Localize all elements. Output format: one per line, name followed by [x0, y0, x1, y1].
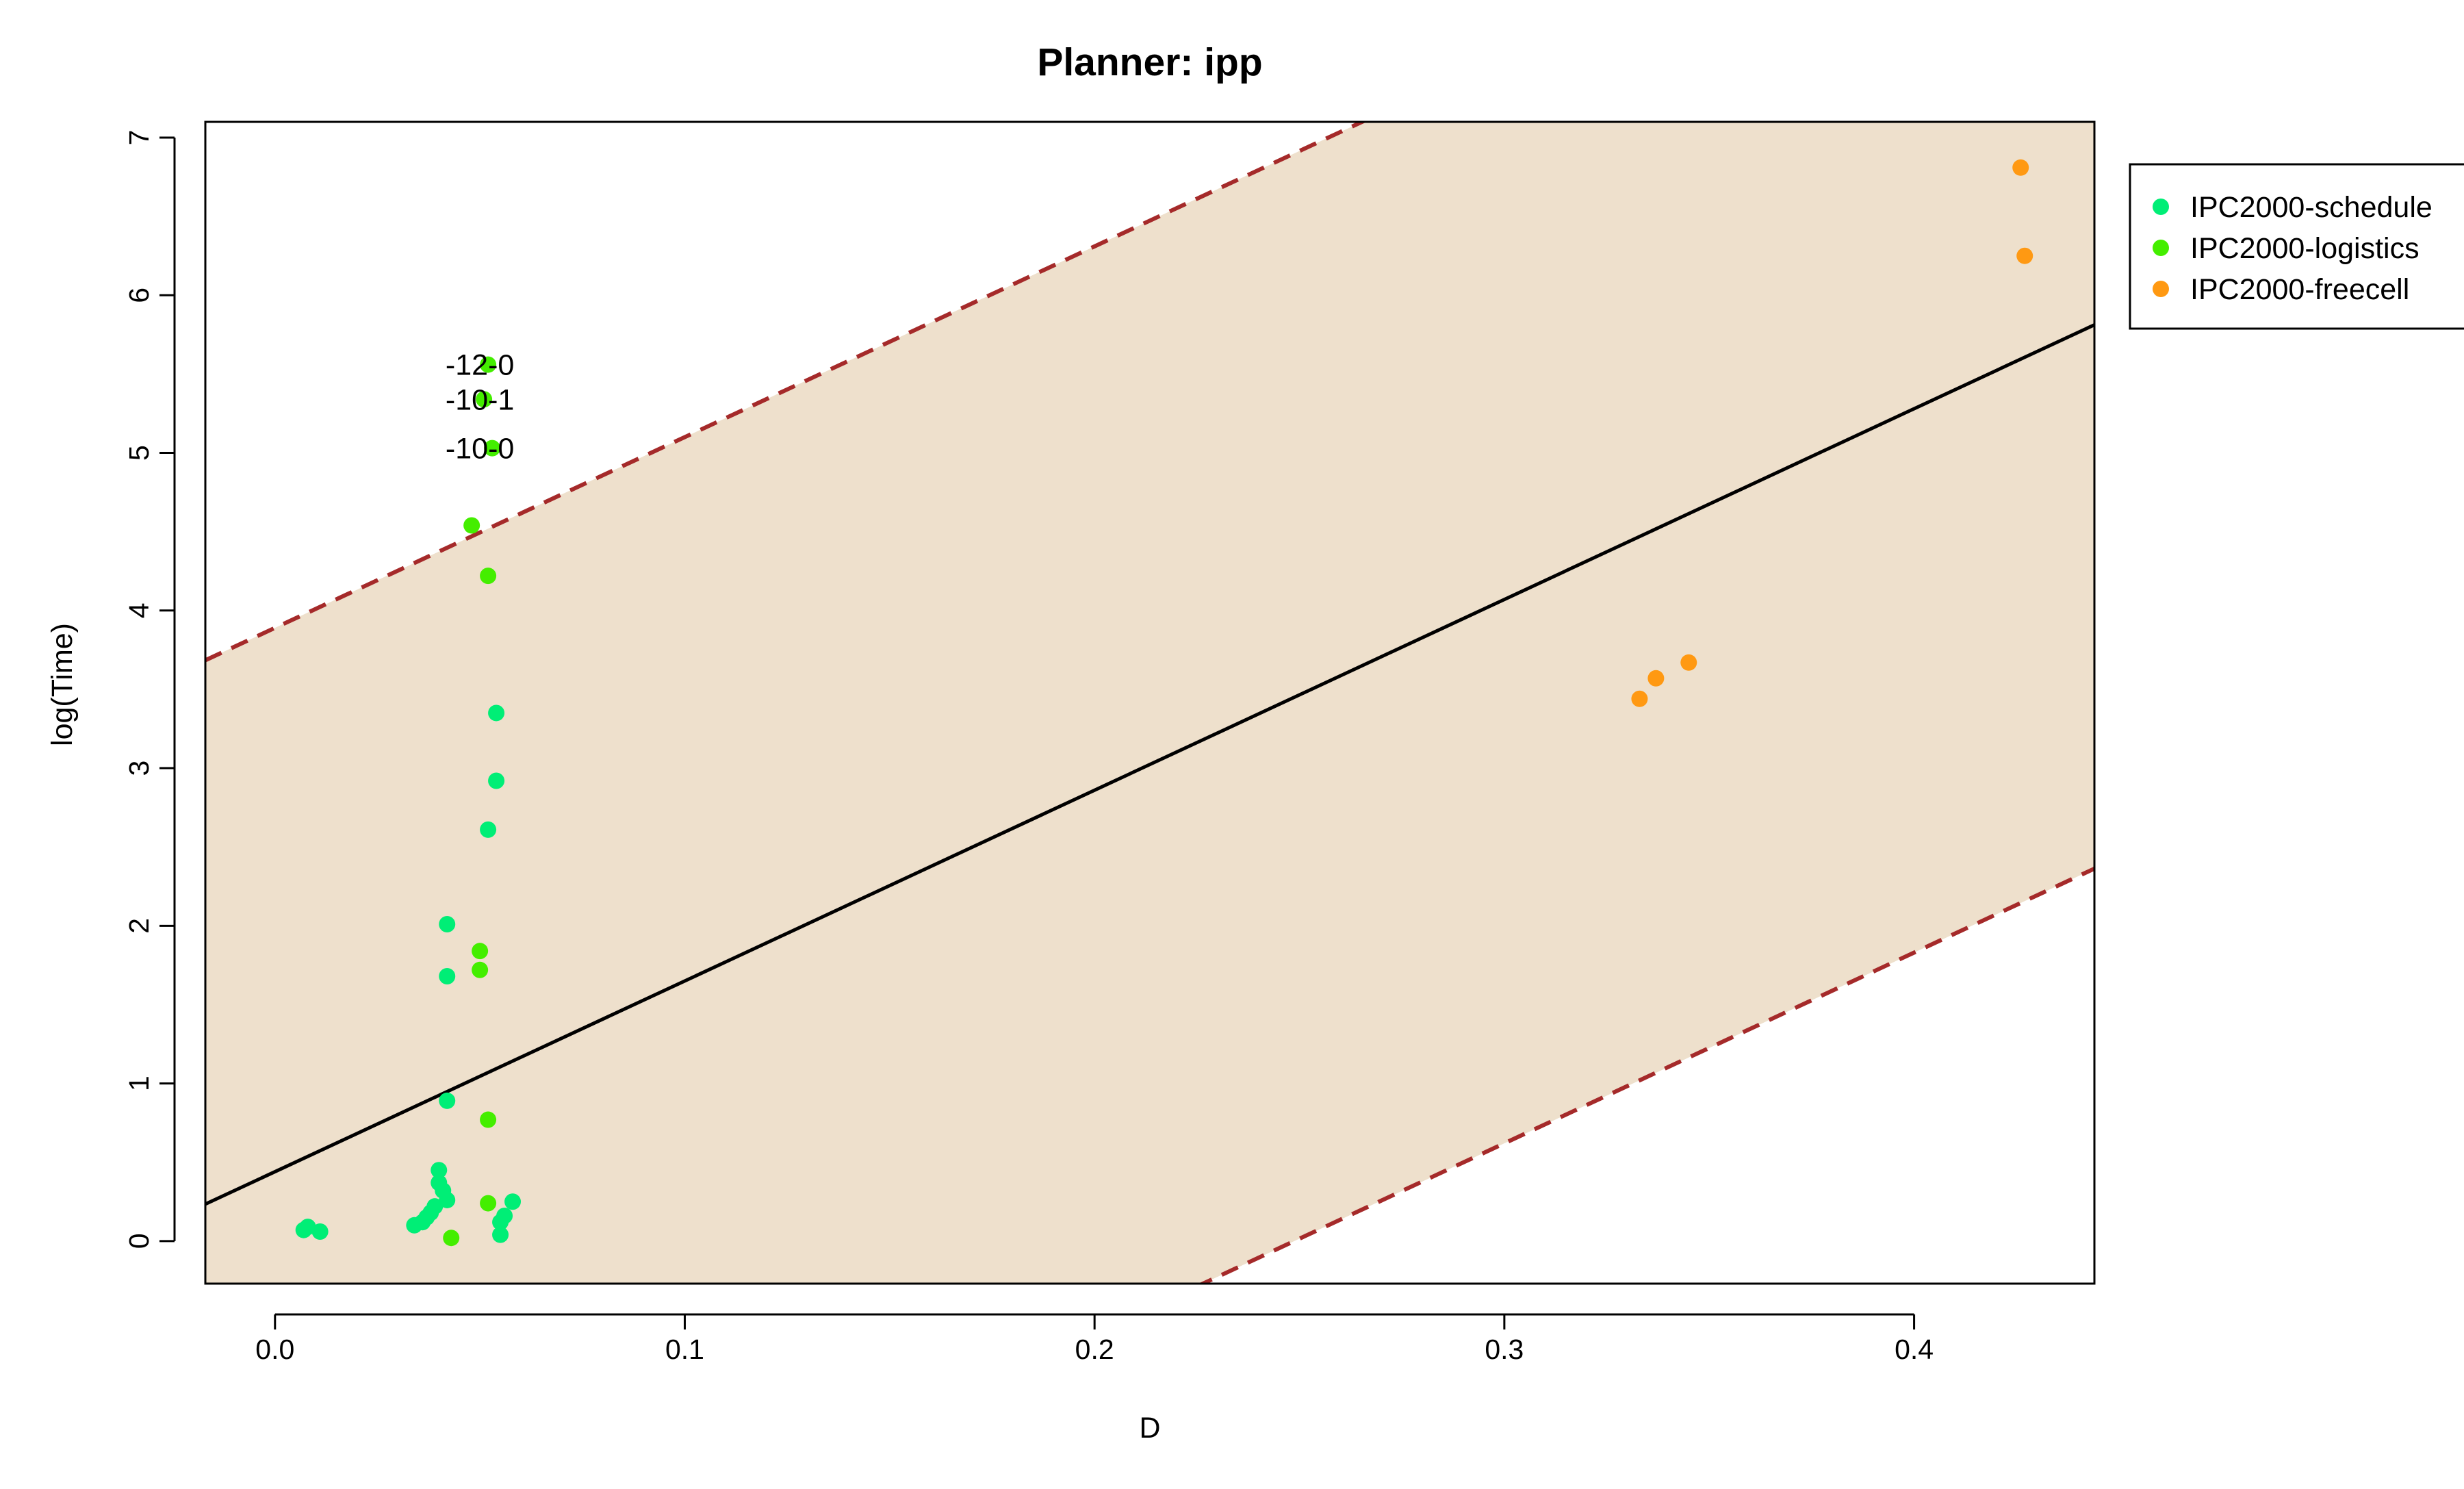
annotations-layer: -12-0-10-1 -10-0: [446, 349, 514, 466]
legend-label: IPC2000-schedule: [2190, 191, 2433, 224]
data-point-ipc2000-schedule: [504, 1193, 522, 1210]
legend-label: IPC2000-logistics: [2190, 232, 2420, 265]
plot-frame: [204, 120, 2096, 1285]
data-point-ipc2000-logistics: [472, 943, 489, 960]
y-tick-label: 0: [123, 1233, 155, 1249]
data-point-ipc2000-logistics: [472, 961, 489, 978]
y-tick-label: 3: [123, 761, 155, 776]
data-point-ipc2000-schedule: [439, 1092, 456, 1109]
data-point-ipc2000-schedule: [426, 1198, 444, 1215]
x-tick-label: 0.2: [1075, 1334, 1114, 1365]
data-point-ipc2000-schedule: [431, 1162, 448, 1179]
y-tick-label: 4: [123, 602, 155, 618]
lower-band-line: [1198, 867, 2094, 1284]
data-point-ipc2000-logistics: [480, 568, 497, 585]
legend-marker: [2153, 281, 2169, 297]
data-point-ipc2000-logistics: [480, 356, 497, 373]
data-point-ipc2000-logistics: [476, 391, 493, 408]
data-point-ipc2000-logistics: [480, 1195, 497, 1212]
data-point-ipc2000-freecell: [2012, 159, 2029, 176]
y-axis-label: log(Time): [46, 623, 79, 746]
data-point-ipc2000-freecell: [1631, 690, 1648, 707]
y-tick-label: 5: [123, 445, 155, 461]
data-point-ipc2000-freecell: [1680, 654, 1697, 671]
data-point-ipc2000-freecell: [1647, 670, 1665, 687]
x-axis-label: D: [1139, 1412, 1160, 1445]
y-tick-label: 7: [123, 130, 155, 146]
data-point-ipc2000-schedule: [311, 1223, 329, 1240]
legend-box: [2129, 163, 2464, 330]
data-point-ipc2000-schedule: [439, 967, 456, 984]
chart-title: Planner: ipp: [1037, 40, 1262, 84]
regression-line: [205, 323, 2094, 1206]
data-point-ipc2000-schedule: [492, 1226, 509, 1243]
legend-label: IPC2000-freecell: [2190, 273, 2409, 306]
x-tick-label: 0.3: [1485, 1334, 1524, 1365]
data-point-ipc2000-schedule: [439, 916, 456, 933]
point-annotation: -10-1: [446, 383, 514, 416]
y-tick-label: 2: [123, 918, 155, 934]
data-point-ipc2000-schedule: [488, 704, 505, 722]
upper-band-line: [205, 122, 1368, 663]
legend: IPC2000-schedule IPC2000-logistics IPC2000…: [2129, 163, 2464, 330]
x-tick-label: 0.0: [255, 1334, 294, 1365]
y-tick-label: 6: [123, 288, 155, 303]
legend-items: IPC2000-schedule IPC2000-logistics IPC2000…: [2153, 191, 2433, 306]
data-points-layer: [295, 159, 2033, 1247]
point-annotation: -12-0: [446, 349, 514, 382]
prediction-band: [205, 122, 2094, 1284]
data-point-ipc2000-schedule: [439, 1191, 456, 1208]
point-annotation: -10-0: [446, 433, 514, 466]
data-point-ipc2000-logistics: [463, 517, 480, 534]
x-tick-label: 0.4: [1895, 1334, 1934, 1365]
axes-layer: 0.0 0.1 0.2 0.3 0.4 0 1 2 3 4 5 6 7: [123, 130, 1934, 1365]
data-point-ipc2000-logistics: [480, 1111, 497, 1128]
legend-marker: [2153, 240, 2169, 256]
data-point-ipc2000-schedule: [496, 1207, 513, 1224]
x-tick-label: 0.1: [665, 1334, 704, 1365]
y-tick-label: 1: [123, 1076, 155, 1091]
legend-marker: [2153, 199, 2169, 215]
data-point-ipc2000-logistics: [443, 1230, 460, 1247]
fit-line-layer: [205, 323, 2094, 1206]
data-point-ipc2000-schedule: [480, 821, 497, 838]
prediction-band-layer: [205, 122, 2094, 1284]
data-point-ipc2000-freecell: [2016, 247, 2033, 264]
data-point-ipc2000-schedule: [488, 772, 505, 789]
data-point-ipc2000-logistics: [484, 440, 501, 457]
